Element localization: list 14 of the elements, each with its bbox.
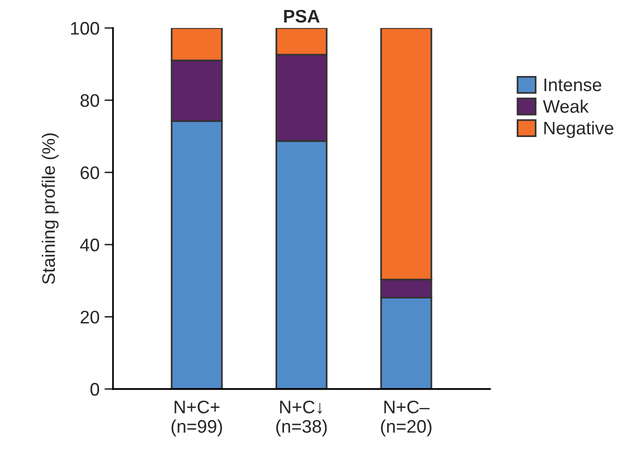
chart-title: PSA — [284, 10, 320, 23]
x-tick-label: N+C– (n=20) — [380, 400, 432, 436]
y-tick-label: 40 — [80, 238, 100, 252]
y-tick-label: 20 — [80, 310, 100, 324]
y-tick-label: 0 — [90, 382, 100, 396]
x-tick-label: N+C+ (n=99) — [172, 400, 222, 436]
legend-label: Intense — [544, 78, 602, 92]
legend-label: Negative — [544, 121, 614, 138]
y-tick-label: 60 — [80, 166, 100, 180]
y-tick-label: 100 — [71, 22, 100, 35]
legend-label: Weak — [542, 100, 589, 113]
y-tick-label: 80 — [80, 94, 100, 107]
y-axis-title: Staining profile (%) — [42, 133, 59, 284]
x-tick-label: N+C↓ (n=38) — [276, 400, 327, 436]
